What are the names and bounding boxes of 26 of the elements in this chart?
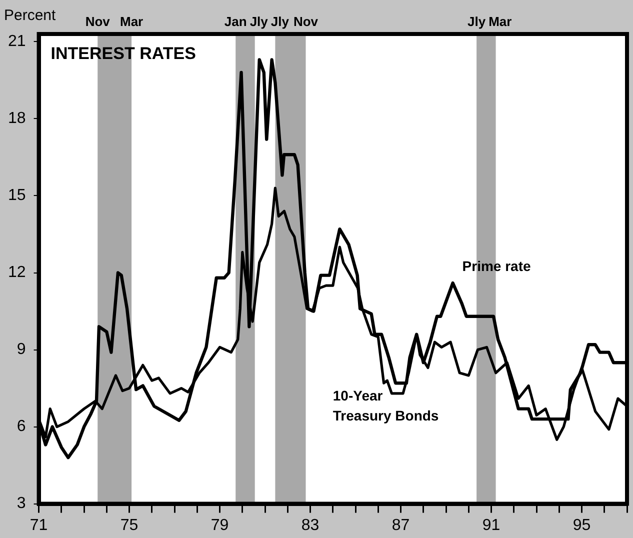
x-tick-label: 87 xyxy=(392,516,410,534)
series-label: Prime rate xyxy=(462,258,531,274)
x-tick-label: 83 xyxy=(301,516,320,534)
y-tick-label: 21 xyxy=(8,33,26,50)
y-axis-title: Percent xyxy=(4,7,57,24)
y-tick-label: 6 xyxy=(16,418,26,436)
x-tick-label: 95 xyxy=(572,516,591,534)
x-tick-label: 75 xyxy=(120,516,138,534)
text: Jly xyxy=(270,14,290,29)
y-tick-label: 9 xyxy=(16,341,26,358)
text: Mar xyxy=(120,14,144,29)
y-tick-label: 3 xyxy=(16,495,26,512)
y-tick-label: 18 xyxy=(8,110,26,128)
y-tick-label: 15 xyxy=(8,187,26,204)
text: Jly xyxy=(250,14,269,29)
x-tick-label: 79 xyxy=(210,516,229,534)
series-label: 10-Year Treasury Bonds xyxy=(332,387,439,424)
text: Jly xyxy=(468,14,486,29)
text: Jan xyxy=(224,14,247,29)
text: INTEREST RATES xyxy=(50,44,196,63)
text: Nov xyxy=(85,14,111,29)
text: Nov xyxy=(293,14,319,29)
x-tick-label: 91 xyxy=(482,516,500,534)
text: Mar xyxy=(488,14,512,29)
y-tick-label: 12 xyxy=(8,264,26,282)
x-tick-label: 71 xyxy=(30,516,48,534)
